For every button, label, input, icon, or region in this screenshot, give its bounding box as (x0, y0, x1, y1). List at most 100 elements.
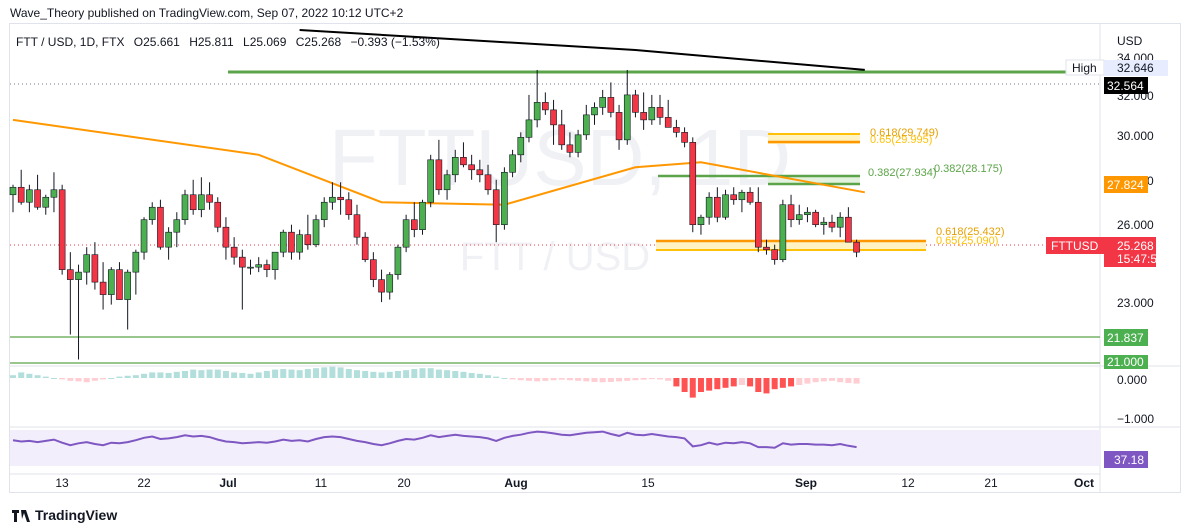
macd-histogram-bar (378, 372, 385, 378)
ma200-tag-value: 32.564 (1107, 79, 1144, 93)
macd-histogram-bar (67, 378, 74, 381)
macd-histogram-bar (624, 378, 631, 381)
candle-body (845, 216, 852, 243)
candle-body (361, 236, 369, 260)
macd-histogram-bar (517, 378, 524, 381)
macd-histogram-bar (837, 378, 844, 383)
fib-zone-bottom (656, 241, 926, 251)
macd-histogram-bar (591, 378, 598, 382)
candle-body (26, 189, 33, 203)
macd-histogram-bar (83, 378, 90, 383)
macd-histogram-bar (165, 372, 172, 378)
candle-body (566, 144, 574, 153)
tradingview-logo-icon (12, 510, 30, 522)
macd-histogram-bar (353, 370, 360, 378)
candle-body (550, 109, 557, 126)
x-label-jul: Jul (219, 476, 236, 490)
macd-histogram-bar (501, 378, 508, 379)
candle-body (402, 219, 410, 248)
macd-histogram-bar (493, 376, 500, 378)
candle-body (370, 259, 377, 280)
fib-label-0618-top: 0.618(29.749) (870, 127, 939, 139)
candle-body (148, 206, 156, 221)
candle-body (787, 204, 795, 221)
candle-body (345, 199, 353, 216)
candle-body (779, 204, 787, 260)
macd-histogram-bar (141, 373, 148, 378)
x-label-22: 22 (137, 476, 151, 490)
candle-body (91, 254, 99, 283)
candle-body (50, 189, 58, 198)
tradingview-brand[interactable]: TradingView (12, 507, 117, 523)
candle-body (255, 264, 262, 268)
rsi-pane (12, 430, 857, 449)
macd-histogram-bar (239, 372, 246, 378)
macd-histogram-bar (730, 378, 737, 387)
macd-histogram-bar (263, 371, 270, 378)
candle-body (411, 219, 418, 230)
candle-body (828, 221, 836, 228)
candle-body (476, 169, 484, 176)
candle-body (435, 159, 443, 191)
candle-body (353, 214, 361, 238)
publisher-line: Wave_Theory published on TradingView.com… (10, 6, 404, 20)
candle-body (17, 186, 25, 203)
candle-body (812, 211, 819, 226)
candle-body (632, 94, 639, 113)
s2-tag-bg (1104, 355, 1148, 369)
macd-histogram-bar (394, 371, 401, 378)
macd-histogram-bar (59, 378, 66, 380)
candle-body (386, 274, 394, 293)
candle-body (763, 246, 770, 250)
macd-histogram-bar (255, 372, 262, 378)
macd-histogram-bar (231, 372, 238, 378)
macd-histogram-bar (779, 378, 786, 388)
macd-histogram-bar (18, 372, 25, 378)
macd-histogram-bar (534, 378, 541, 382)
candle-body (517, 137, 525, 156)
macd-histogram-bar (468, 372, 475, 378)
macd-histogram-bar (640, 378, 647, 380)
macd-histogram-bar (296, 370, 303, 378)
macd-histogram-bar (829, 378, 835, 381)
macd-histogram-bar (812, 378, 819, 383)
candle-body (378, 279, 385, 293)
candle-body (263, 264, 271, 270)
macd-histogram-bar (149, 372, 156, 378)
macd-label-0: 0.000 (1117, 373, 1147, 387)
x-label-aug: Aug (504, 476, 527, 490)
macd-histogram-bar (272, 369, 279, 378)
last-symbol-tag: FTTUSD (1051, 239, 1099, 253)
candle-body (239, 256, 246, 268)
high-tag-value: 32.646 (1117, 61, 1154, 75)
macd-histogram-bar (181, 371, 188, 378)
candle-body (279, 231, 287, 253)
macd-histogram-bar (222, 371, 229, 378)
macd-histogram-bar (206, 369, 213, 378)
macd-histogram-bar (75, 378, 82, 382)
price-label-30: 30.000 (1117, 129, 1154, 143)
candle-body (681, 132, 688, 143)
candle-body (222, 226, 230, 248)
candle-body (697, 216, 705, 226)
x-label-12: 12 (901, 476, 915, 490)
macd-histogram-bar (689, 378, 696, 398)
macd-histogram-bar (558, 378, 565, 380)
macd-histogram-bar (476, 373, 483, 378)
candle-body (427, 159, 434, 203)
macd-histogram-bar (788, 378, 795, 387)
candle-body (230, 246, 238, 258)
candle-body (296, 234, 303, 253)
macd-histogram-bar (370, 371, 377, 378)
candle-body (329, 196, 336, 203)
macd-histogram-bar (665, 378, 672, 381)
candle-body (206, 194, 213, 203)
macd-histogram-bar (91, 378, 98, 381)
x-label-21: 21 (984, 476, 998, 490)
legend-close: C25.268 (295, 35, 342, 49)
candle-body (34, 189, 41, 208)
price-label-26: 26.000 (1117, 218, 1154, 232)
candle-body (648, 107, 656, 121)
candle-body (558, 124, 566, 146)
